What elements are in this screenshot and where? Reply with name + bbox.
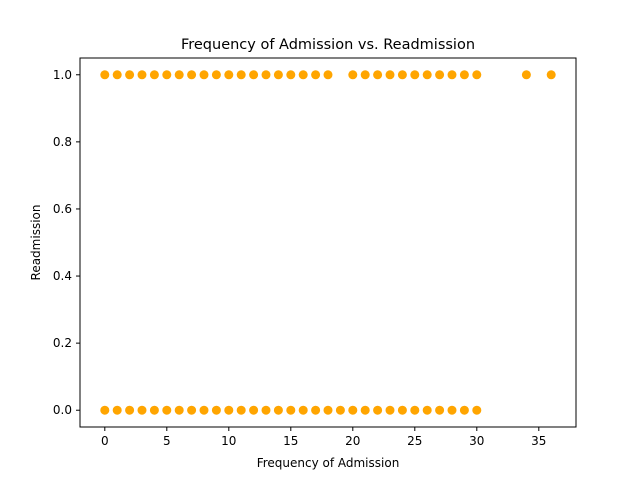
x-tick-label: 5	[163, 434, 171, 448]
y-tick-label: 1.0	[53, 68, 72, 82]
data-point	[174, 405, 184, 415]
data-point	[211, 405, 221, 415]
data-point	[472, 70, 482, 80]
plot-area	[100, 70, 556, 415]
data-point	[373, 70, 383, 80]
x-tick-label: 10	[221, 434, 236, 448]
data-point	[187, 70, 197, 80]
y-tick-label: 0.0	[53, 403, 72, 417]
data-point	[298, 405, 308, 415]
data-point	[162, 405, 172, 415]
data-point	[360, 405, 370, 415]
data-point	[199, 70, 209, 80]
data-point	[187, 405, 197, 415]
data-point	[100, 405, 110, 415]
data-point	[435, 70, 445, 80]
data-point	[422, 405, 432, 415]
data-point	[149, 405, 159, 415]
data-point	[348, 70, 358, 80]
x-tick-label: 30	[469, 434, 484, 448]
x-tick-label: 15	[283, 434, 298, 448]
data-point	[162, 70, 172, 80]
data-point	[397, 70, 407, 80]
x-tick-label: 0	[101, 434, 109, 448]
data-point	[435, 405, 445, 415]
data-point	[249, 70, 259, 80]
data-point	[447, 70, 457, 80]
data-point	[311, 405, 321, 415]
data-point	[373, 405, 383, 415]
data-point	[397, 405, 407, 415]
data-point	[546, 70, 556, 80]
data-point	[335, 405, 345, 415]
data-point	[385, 70, 395, 80]
y-tick-label: 0.8	[53, 135, 72, 149]
data-point	[422, 70, 432, 80]
data-point	[447, 405, 457, 415]
data-point	[311, 70, 321, 80]
data-point	[261, 70, 271, 80]
data-point	[323, 70, 333, 80]
data-point	[211, 70, 221, 80]
data-point	[125, 70, 135, 80]
y-axis-label: Readmission	[29, 205, 43, 281]
data-point	[459, 70, 469, 80]
data-point	[472, 405, 482, 415]
x-tick-label: 25	[407, 434, 422, 448]
data-point	[348, 405, 358, 415]
x-axis: 0 5 10 15 20 25 30 35	[101, 427, 546, 448]
data-point	[298, 70, 308, 80]
data-point	[137, 70, 147, 80]
data-point	[286, 405, 296, 415]
data-point	[360, 70, 370, 80]
chart-title: Frequency of Admission vs. Readmission	[181, 37, 475, 53]
y-tick-label: 0.4	[53, 269, 72, 283]
data-point	[125, 405, 135, 415]
data-point	[286, 70, 296, 80]
data-point	[149, 70, 159, 80]
data-point	[521, 70, 531, 80]
data-point	[224, 405, 234, 415]
data-point	[174, 70, 184, 80]
data-point	[112, 405, 122, 415]
data-point	[224, 70, 234, 80]
data-point	[385, 405, 395, 415]
data-point	[273, 405, 283, 415]
axes-frame	[79, 57, 577, 428]
data-point	[459, 405, 469, 415]
x-axis-label: Frequency of Admission	[257, 456, 400, 470]
data-point	[236, 405, 246, 415]
data-point	[410, 405, 420, 415]
data-point	[236, 70, 246, 80]
y-tick-label: 0.6	[53, 202, 72, 216]
data-point	[199, 405, 209, 415]
data-point	[323, 405, 333, 415]
data-point	[261, 405, 271, 415]
data-point	[273, 70, 283, 80]
x-tick-label: 20	[345, 434, 360, 448]
y-tick-label: 0.2	[53, 336, 72, 350]
data-point	[112, 70, 122, 80]
x-tick-label: 35	[531, 434, 546, 448]
data-point	[137, 405, 147, 415]
data-point	[410, 70, 420, 80]
y-axis: 0.0 0.2 0.4 0.6 0.8 1.0	[53, 68, 80, 417]
data-point	[249, 405, 259, 415]
data-point	[100, 70, 110, 80]
